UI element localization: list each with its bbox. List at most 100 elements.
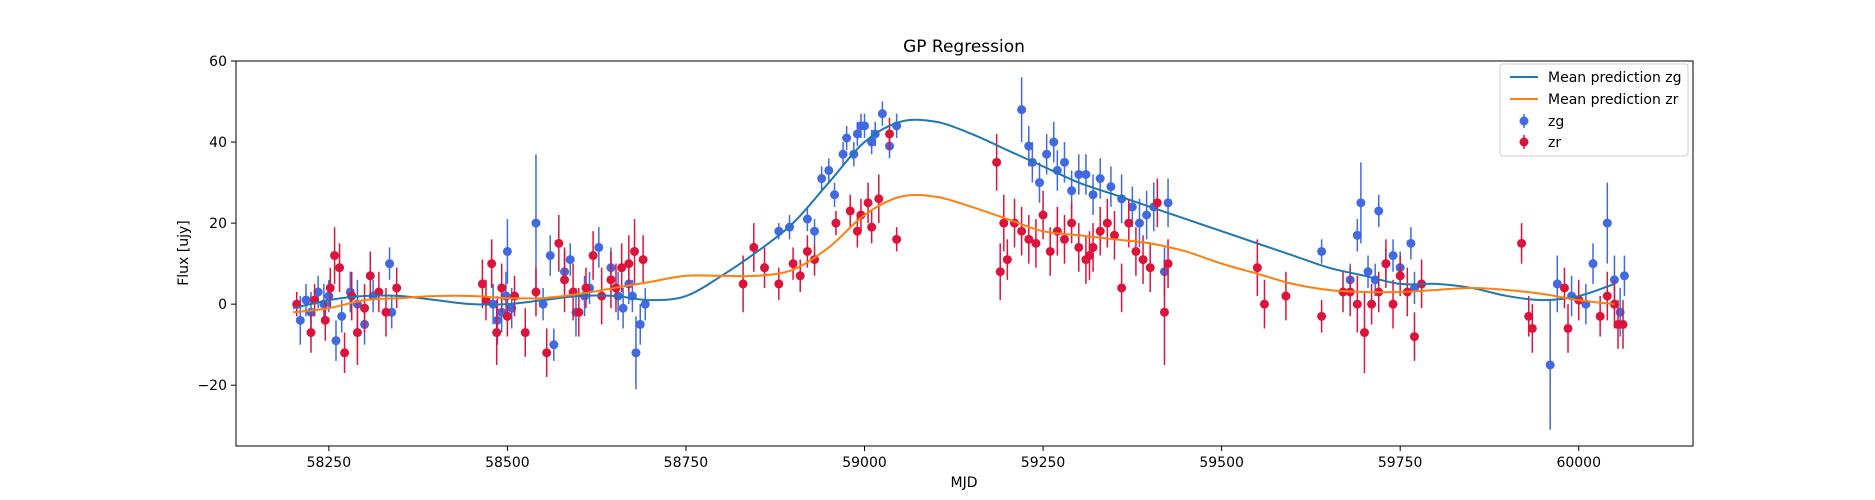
y-tick-label-60: 60 [209,54,227,70]
zg-point-3 [313,287,323,297]
zg-point-63 [1059,157,1069,167]
zr-point-106 [1602,291,1612,301]
zr-point-86 [1317,311,1327,321]
zr-point-58 [1002,255,1012,265]
zg-point-48 [852,129,862,139]
zr-point-42 [788,259,798,269]
legend-label-zg: zg [1548,114,1564,130]
zr-point-93 [1381,259,1391,269]
zr-point-57 [999,218,1009,228]
legend-box [1499,63,1689,157]
zr-point-19 [497,283,507,293]
x-tick-label-58750: 58750 [664,455,709,471]
zg-point-17 [501,291,511,301]
zr-point-34 [617,263,627,273]
zg-point-32 [618,303,628,313]
zr-point-29 [581,283,591,293]
legend-label-mean-zr: Mean prediction zr [1548,92,1679,108]
zr-point-70 [1084,251,1094,261]
zg-point-46 [842,133,852,143]
zg-point-67 [1088,190,1098,200]
zr-point-13 [381,307,391,317]
zr-point-97 [1409,332,1419,342]
zr-point-25 [554,238,564,248]
zr-point-105 [1595,311,1605,321]
zr-point-56 [995,267,1005,277]
legend-label-zr: zr [1548,135,1561,151]
zr-point-49 [856,210,866,220]
zg-point-87 [1406,238,1416,248]
zr-point-43 [795,271,805,281]
zr-point-32 [606,275,616,285]
zg-point-23 [549,340,559,350]
zg-point-93 [1588,259,1598,269]
plot-area [235,60,1694,447]
zg-point-35 [631,348,641,358]
x-tick-label-58500: 58500 [485,455,530,471]
series-zg [295,77,1629,430]
zg-point-43 [824,165,834,175]
plot-frame [235,60,1694,447]
zr-point-78 [1138,255,1148,265]
zg-point-89 [1545,360,1555,370]
zr-point-44 [802,246,812,256]
zr-point-47 [845,206,855,216]
zg-point-22 [545,251,555,261]
zg-point-79 [1352,230,1362,240]
zr-point-85 [1281,291,1291,301]
zg-point-36 [635,319,645,329]
zr-point-75 [1117,283,1127,293]
zr-point-71 [1088,242,1098,252]
line-mean-prediction-zr [293,193,1615,314]
zg-point-21 [538,299,548,309]
zr-point-99 [1517,238,1527,248]
zg-point-1 [301,295,311,305]
zr-point-35 [624,259,634,269]
zg-point-61 [1049,137,1059,147]
line-mean-prediction-zg [292,118,1615,310]
x-tick-label-59000: 59000 [842,455,887,471]
zr-point-26 [560,275,570,285]
zr-point-14 [392,283,402,293]
zr-point-12 [374,287,384,297]
zr-point-79 [1145,263,1155,273]
zr-point-24 [542,348,552,358]
zr-point-72 [1095,226,1105,236]
zg-point-56 [1017,105,1027,115]
zg-point-66 [1081,169,1091,179]
zr-point-53 [885,129,895,139]
zr-point-7 [340,348,350,358]
zr-point-67 [1067,218,1077,228]
mean-prediction-lines [292,118,1615,314]
zg-point-7 [337,311,347,321]
zr-point-40 [760,263,770,273]
zr-point-109 [1618,319,1628,329]
zr-point-5 [330,251,340,261]
zr-point-23 [531,287,541,297]
zr-point-4 [325,283,335,293]
zg-point-51 [867,137,877,147]
zr-point-22 [520,328,530,338]
zr-point-91 [1367,299,1377,309]
y-tick-label--20: −20 [197,378,227,394]
zr-point-81 [1159,307,1169,317]
zg-point-44 [830,190,840,200]
zr-point-46 [831,218,841,228]
zr-point-90 [1359,328,1369,338]
legend-label-mean-zg: Mean prediction zg [1548,70,1682,86]
x-axis-label: MJD [951,475,978,491]
zr-point-73 [1102,218,1112,228]
zg-point-57 [1024,141,1034,151]
y-tick-label-40: 40 [209,135,227,151]
zg-point-80 [1356,198,1366,208]
zr-point-37 [638,255,648,265]
zg-point-41 [810,226,820,236]
zg-point-29 [594,242,604,252]
x-axis: 58250 58500 58750 59000 59250 59500 59750 60000 [307,446,1601,471]
zr-point-15 [477,279,487,289]
zr-point-17 [487,259,497,269]
zg-point-6 [331,336,341,346]
zr-point-83 [1252,263,1262,273]
zr-point-80 [1152,198,1162,208]
